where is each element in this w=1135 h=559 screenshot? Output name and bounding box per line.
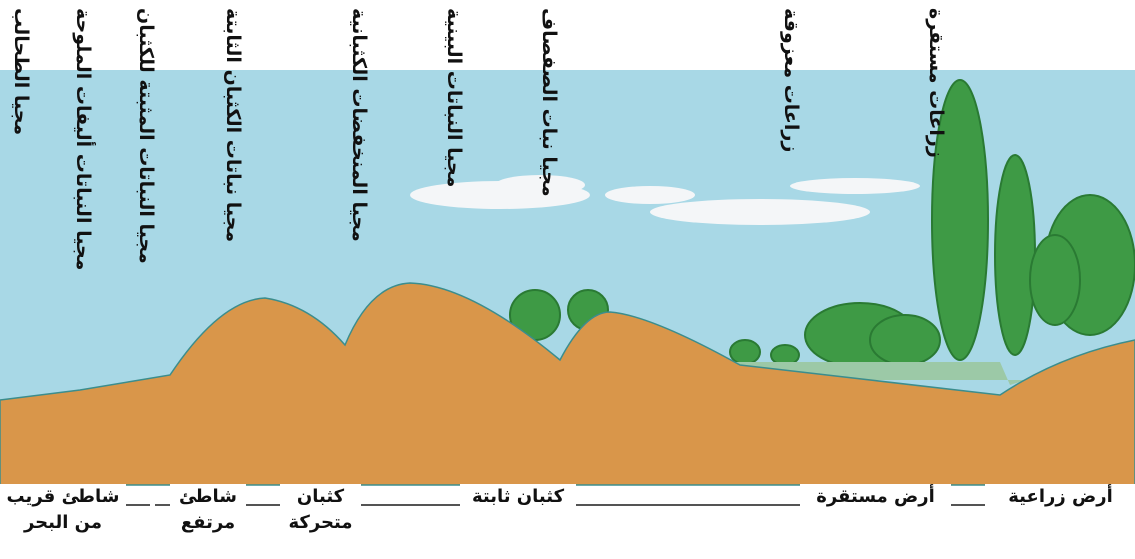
zone-label: زراعات مستقرة	[925, 8, 947, 158]
ground-label: شاطئ مرتفع	[170, 484, 246, 536]
ground	[0, 282, 1135, 486]
zone-label: مجيا المنخفضات الكثبانية	[348, 8, 370, 242]
clouds	[410, 175, 920, 225]
ground-label: شاطئ قريب من البحر	[0, 484, 126, 536]
zone-label: مجيا النباتات أليفات الملوحة	[72, 8, 94, 271]
zone-label: مجيا الطحالب	[10, 8, 32, 136]
trees	[509, 79, 1135, 368]
zone-label: زراعات معزوقة	[780, 8, 802, 153]
zone-label: مجيا نبات الصفصاف	[538, 8, 560, 197]
zone-label: مجيا النباتات البينية	[443, 8, 465, 188]
ground-label: كثبان ثابتة	[460, 484, 576, 510]
zone-label: مجيا النباتات المثبتة للكثبان	[135, 8, 157, 264]
ground-label: أرض زراعية	[985, 484, 1135, 510]
ground-label: أرض مستقرة	[800, 484, 951, 510]
zone-label: مجيا نباتات الكثبان الثابتة	[222, 8, 244, 243]
ground-label: كثبان متحركة	[280, 484, 361, 536]
